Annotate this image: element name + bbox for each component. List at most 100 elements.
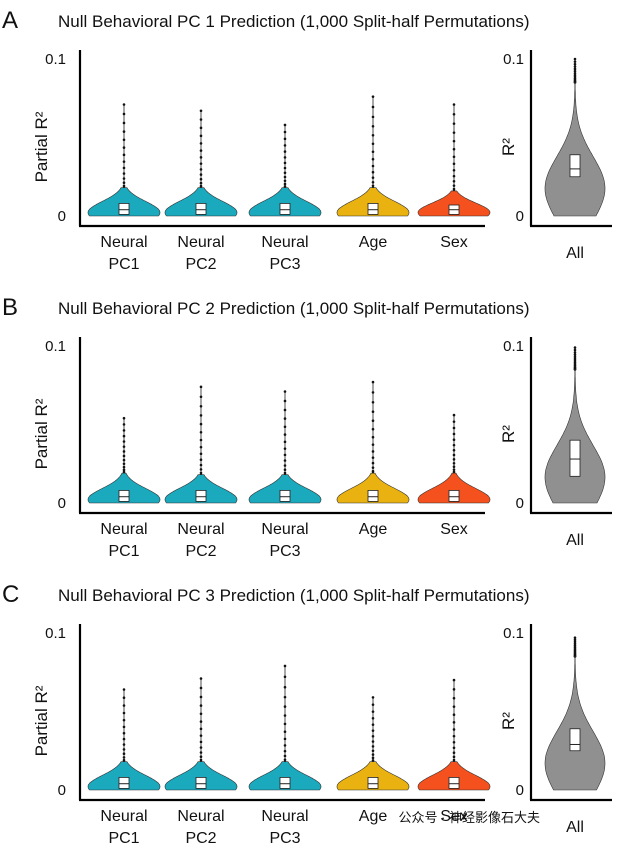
- violin-outlier: [452, 420, 456, 423]
- y-axis-label: Partial R²: [32, 111, 51, 182]
- violin-outlier: [199, 414, 203, 417]
- violin-outlier: [283, 185, 287, 188]
- violin-outlier: [122, 743, 126, 746]
- violin-outlier: [452, 470, 456, 474]
- violin-outlier: [122, 470, 126, 474]
- violin-outlier: [452, 746, 456, 750]
- violin-outlier: [573, 346, 577, 349]
- violin-outlier: [452, 112, 456, 116]
- violin-outlier: [199, 463, 203, 467]
- violin-outlier: [371, 391, 375, 394]
- violin-outlier: [452, 184, 456, 187]
- violin-outlier: [573, 353, 577, 357]
- violin-violin: [544, 82, 606, 217]
- violin-outlier: [371, 133, 375, 137]
- violin-outlier: [199, 184, 203, 188]
- violin-outlier: [283, 695, 287, 699]
- violin-outlier: [199, 173, 203, 176]
- y-tick-label: 0: [516, 208, 524, 225]
- violin-neural-pc3: Neural PC3: [248, 123, 322, 273]
- x-tick-label: PC3: [269, 256, 300, 273]
- violin-outlier: [452, 453, 456, 457]
- y-tick-label: 0: [58, 782, 66, 799]
- violin-violin: [417, 761, 491, 791]
- violin-outlier: [452, 131, 456, 134]
- violin-outlier: [122, 731, 126, 735]
- violin-outlier: [122, 172, 126, 175]
- violin-outlier: [452, 678, 456, 682]
- violin-outlier: [283, 150, 287, 153]
- violin-violin: [248, 474, 322, 504]
- violin-outlier: [283, 144, 287, 147]
- violin-neural-pc2: Neural PC2: [164, 385, 238, 560]
- violin-outlier: [122, 718, 126, 722]
- violin-neural-pc1: Neural PC1: [87, 103, 161, 273]
- violin-box: [448, 490, 460, 502]
- violin-age: Age: [336, 696, 410, 825]
- violin-outlier: [283, 175, 287, 179]
- violin-all: All: [544, 346, 606, 549]
- violin-outlier: [573, 69, 577, 73]
- violin-outlier: [122, 445, 126, 448]
- violin-outlier: [371, 753, 375, 756]
- violin-outlier: [573, 640, 577, 644]
- violin-outlier: [452, 696, 456, 700]
- violin-outlier: [452, 426, 456, 430]
- x-tick-label: Neural: [177, 808, 224, 825]
- violin-box: [118, 777, 130, 789]
- violin-outlier: [122, 468, 126, 472]
- x-tick-label: PC1: [108, 830, 139, 846]
- violin-outlier: [371, 157, 375, 161]
- violin-outlier: [452, 155, 456, 159]
- violin-outlier: [199, 445, 203, 449]
- violin-outlier: [283, 754, 287, 758]
- violin-outlier: [283, 399, 287, 403]
- violin-outlier: [452, 413, 456, 417]
- violin-outlier: [199, 385, 203, 389]
- violin-box: [367, 777, 379, 789]
- violin-outlier: [122, 103, 126, 106]
- violin-outlier: [371, 740, 375, 743]
- violin-outlier: [283, 408, 287, 412]
- violin-outlier: [452, 468, 456, 471]
- panel-title: Null Behavioral PC 3 Prediction (1,000 S…: [58, 586, 530, 605]
- violin-outlier: [452, 728, 456, 731]
- violin-box: [367, 490, 379, 502]
- violin-outlier: [199, 168, 203, 171]
- violin-outlier: [452, 443, 456, 447]
- violin-outlier: [371, 729, 375, 732]
- violin-outlier: [283, 464, 287, 467]
- violin-outlier: [122, 711, 126, 715]
- panel-c: C Null Behavioral PC 3 Prediction (1,000 …: [2, 581, 612, 846]
- violin-box: [195, 203, 207, 215]
- violin-outlier: [371, 456, 375, 459]
- violin-outlier: [122, 688, 126, 691]
- x-tick-label: Neural: [261, 234, 308, 251]
- violin-outlier: [573, 65, 577, 68]
- violin-outlier: [452, 755, 456, 759]
- violin-outlier: [452, 139, 456, 143]
- violin-outlier: [371, 400, 375, 404]
- violin-outlier: [452, 162, 456, 166]
- violin-outlier: [283, 182, 287, 186]
- violin-outlier: [452, 448, 456, 452]
- violin-outlier: [573, 636, 577, 640]
- violin-outlier: [283, 447, 287, 450]
- violin-box: [279, 490, 291, 502]
- violin-outlier: [283, 123, 287, 127]
- violin-outlier: [452, 721, 456, 724]
- x-tick-label: PC1: [108, 256, 139, 273]
- x-tick-label: Neural: [261, 808, 308, 825]
- violin-outlier: [283, 171, 287, 175]
- violin-violin: [544, 656, 606, 791]
- violin-outlier: [452, 734, 456, 738]
- violin-outlier: [283, 179, 287, 183]
- violin-violin: [336, 187, 410, 217]
- violin-violin: [336, 761, 410, 791]
- violin-box: [569, 728, 581, 752]
- violin-outlier: [283, 685, 287, 689]
- violin-outlier: [573, 361, 577, 364]
- violin-outlier: [573, 348, 577, 352]
- violin-neural-pc1: Neural PC1: [87, 416, 161, 560]
- violin-outlier: [573, 73, 577, 77]
